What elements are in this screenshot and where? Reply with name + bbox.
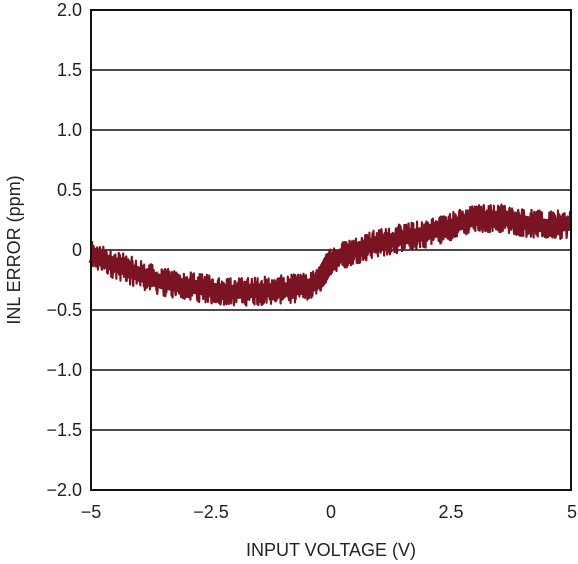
gridlines <box>91 69 571 431</box>
data-point <box>402 237 404 239</box>
x-tick-label: 0 <box>326 502 336 522</box>
y-tick-label: 1.5 <box>57 60 82 80</box>
y-tick-label: −1.0 <box>46 360 82 380</box>
data-point <box>354 249 356 251</box>
data-point <box>114 263 116 266</box>
plot-frame <box>90 9 572 491</box>
y-tick-labels: 2.0 1.5 1.0 0.5 0 −0.5 −1.0 −1.5 −2.0 <box>46 0 82 500</box>
x-tick-label: −2.5 <box>193 502 229 522</box>
data-point <box>306 286 308 289</box>
y-tick-label: 1.0 <box>57 120 82 140</box>
data-point <box>522 221 524 224</box>
data-point <box>330 258 332 261</box>
data-point <box>546 225 548 227</box>
y-tick-label: −2.0 <box>46 480 82 500</box>
data-point <box>138 273 140 275</box>
series-line <box>88 210 572 299</box>
data-point <box>210 288 212 291</box>
y-axis-title: INL ERROR (ppm) <box>4 175 24 324</box>
y-tick-label: 2.0 <box>57 0 82 20</box>
x-axis-title: INPUT VOLTAGE (V) <box>246 540 416 560</box>
x-tick-label: 2.5 <box>438 502 463 522</box>
y-tick-label: 0 <box>72 240 82 260</box>
data-point <box>474 217 476 220</box>
x-tick-labels: −5 −2.5 0 2.5 5 <box>81 502 577 522</box>
data-point <box>318 280 320 283</box>
data-point <box>234 291 236 293</box>
x-tick-label: −5 <box>81 502 102 522</box>
data-point <box>450 225 452 227</box>
data-point <box>498 216 500 219</box>
data-point <box>378 241 380 244</box>
x-tick-label: 5 <box>567 502 577 522</box>
y-tick-label: −1.5 <box>46 420 82 440</box>
data-point <box>186 285 188 287</box>
y-tick-label: −0.5 <box>46 300 82 320</box>
data-point <box>162 281 164 284</box>
y-tick-label: 0.5 <box>57 180 82 200</box>
data-point <box>258 289 260 292</box>
data-point <box>426 232 428 235</box>
data-point <box>282 288 284 291</box>
